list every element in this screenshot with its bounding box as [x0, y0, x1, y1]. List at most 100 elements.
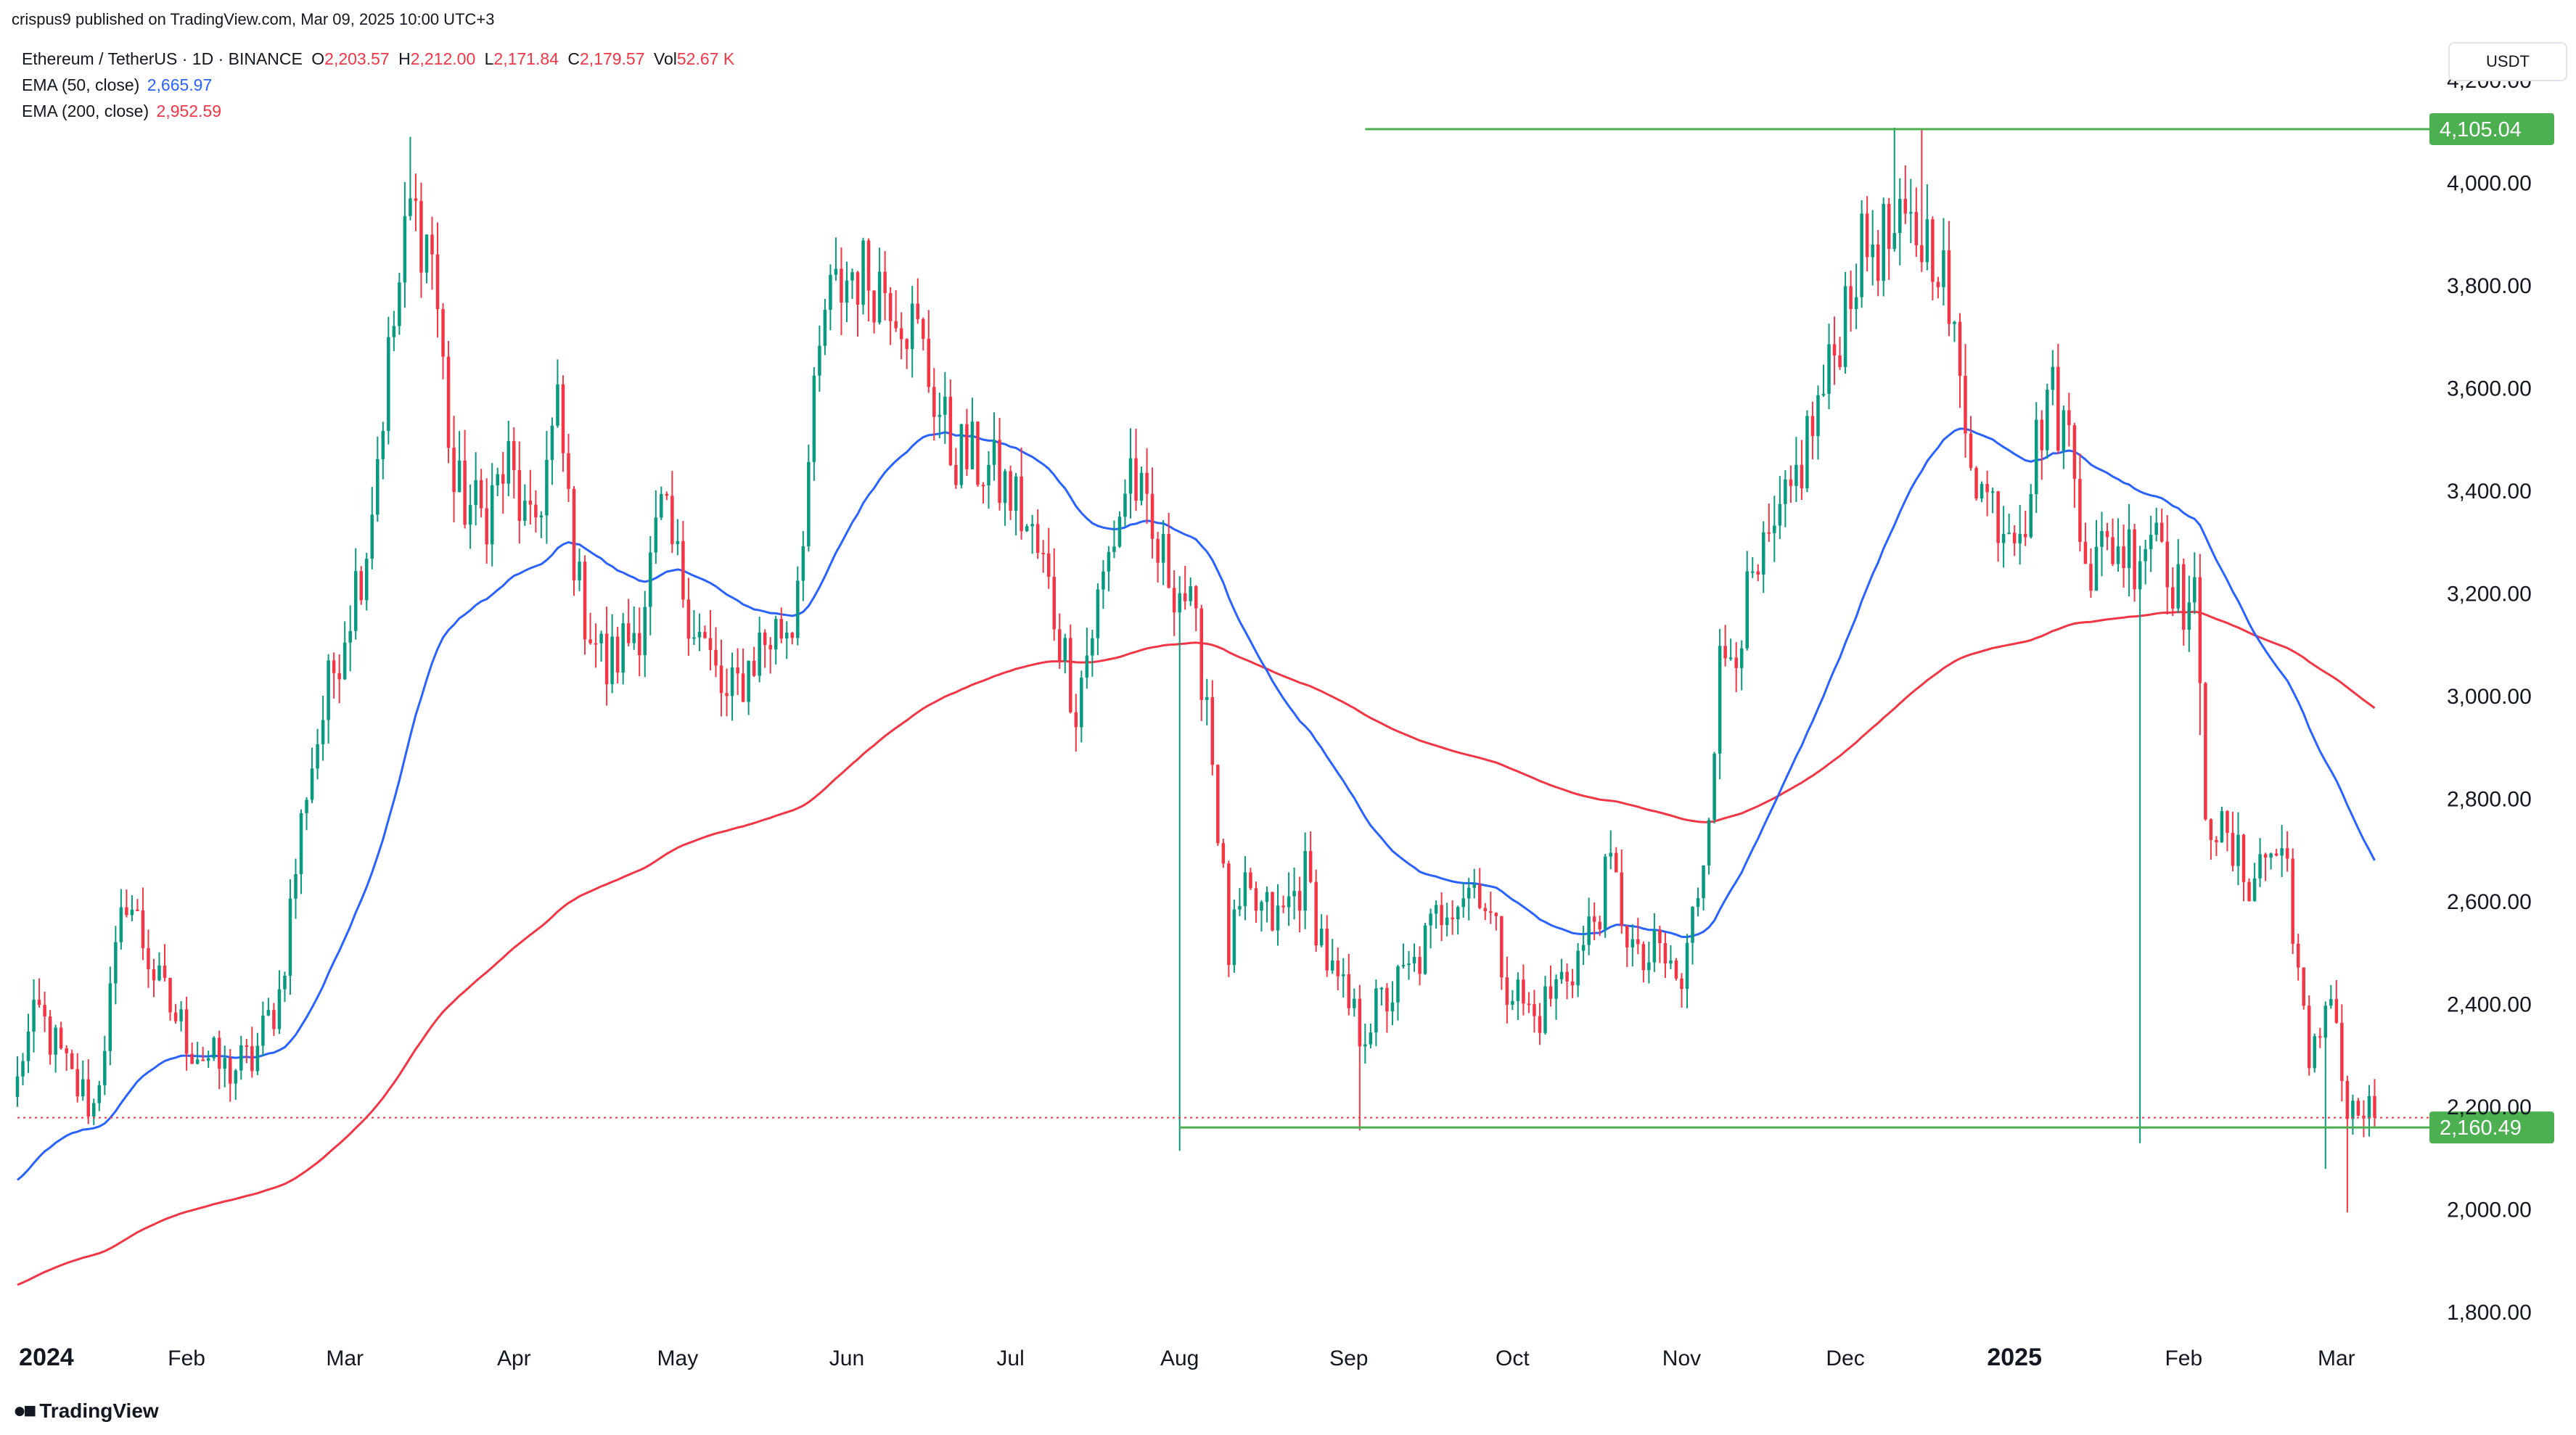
candle: [2356, 1098, 2360, 1117]
candle: [981, 482, 985, 503]
candle-body: [1942, 250, 1945, 287]
candle-body: [1680, 978, 1683, 990]
candle: [2001, 506, 2006, 568]
candle-body: [545, 459, 549, 516]
candle: [779, 607, 784, 644]
candle-body: [1647, 962, 1651, 971]
candle: [1980, 481, 1984, 503]
candle: [114, 926, 118, 1005]
candle-body: [818, 345, 821, 376]
candle-body: [1319, 929, 1324, 946]
symbol-name[interactable]: Ethereum / TetherUS · 1D · BINANCE: [22, 49, 303, 68]
candle: [1762, 521, 1765, 593]
candle: [1849, 271, 1853, 332]
candle: [752, 646, 756, 678]
candle-body: [277, 989, 282, 1029]
candle: [758, 617, 761, 683]
y-tick-label: 2,000.00: [2447, 1198, 2532, 1222]
candle: [1020, 447, 1023, 540]
candle: [234, 1069, 238, 1100]
candle-body: [752, 660, 756, 676]
candle: [1035, 509, 1040, 559]
candle: [359, 566, 363, 605]
candle-body: [342, 642, 347, 680]
candle-body: [599, 633, 603, 644]
candle-body: [435, 254, 440, 310]
candle: [1102, 560, 1105, 609]
candle: [610, 614, 614, 694]
candle: [621, 612, 625, 685]
candle-body: [1516, 979, 1520, 1001]
candle: [1489, 891, 1493, 924]
candle-body: [457, 460, 462, 493]
x-tick-label: Apr: [497, 1346, 531, 1370]
ema200-legend[interactable]: EMA (200, close) 2,952.59: [22, 102, 221, 121]
candle-body: [2111, 537, 2114, 564]
candle-body: [136, 909, 139, 911]
candle: [2133, 524, 2136, 602]
candle-body: [474, 480, 477, 506]
candle: [1145, 448, 1149, 525]
candle-body: [81, 1079, 85, 1097]
candle: [75, 1053, 79, 1103]
candle-body: [1767, 532, 1771, 534]
candle-body: [899, 328, 903, 340]
candle-body: [114, 942, 118, 984]
candle-body: [1882, 204, 1885, 281]
candle-body: [2204, 683, 2207, 820]
candle-body: [2373, 1095, 2376, 1118]
candle-body: [1123, 493, 1127, 517]
candle: [59, 1021, 63, 1050]
candle-body: [1080, 678, 1083, 728]
candle-body: [419, 200, 423, 273]
ema-200-line: [17, 610, 2376, 1286]
candle-body: [1614, 852, 1618, 873]
candle-body: [1390, 1002, 1395, 1012]
candle-body: [463, 460, 467, 525]
candle: [2127, 503, 2131, 597]
candle: [2040, 410, 2044, 480]
candle: [141, 887, 145, 961]
candle-body: [1669, 961, 1673, 964]
candle-body: [255, 1045, 260, 1072]
candle-body: [424, 234, 429, 273]
candle: [916, 278, 919, 324]
support-badge: [2429, 1111, 2554, 1144]
candle-body: [1947, 250, 1951, 324]
candle-body: [1041, 553, 1045, 555]
candle: [1134, 428, 1138, 511]
currency-selector[interactable]: USDT: [2448, 42, 2567, 81]
candle: [1816, 385, 1820, 460]
tradingview-logo[interactable]: ●■ TradingView: [13, 1399, 159, 1423]
candle-body: [430, 234, 434, 255]
candle-body: [916, 303, 919, 319]
candle: [490, 463, 494, 567]
candle-body: [1467, 887, 1471, 899]
close-value: 2,179.57: [579, 49, 645, 68]
ema50-legend[interactable]: EMA (50, close) 2,665.97: [22, 75, 212, 95]
candle: [463, 429, 467, 529]
candle: [1854, 263, 1858, 329]
candle-body: [517, 469, 522, 521]
candle: [1920, 129, 1924, 272]
candle-body: [468, 505, 472, 525]
candle: [288, 879, 292, 995]
candle-body: [2340, 1022, 2344, 1081]
candle-body: [1538, 1016, 1542, 1033]
candle: [954, 448, 958, 489]
candle-body: [206, 1058, 210, 1061]
candle: [1821, 364, 1826, 398]
candle: [1860, 200, 1863, 308]
candle-body: [441, 309, 445, 357]
candle-body: [2067, 410, 2071, 426]
candle-body: [872, 290, 876, 323]
candle-body: [1658, 929, 1662, 943]
candle-body: [1156, 538, 1160, 563]
candle-body: [1603, 856, 1607, 929]
candle: [1581, 926, 1586, 966]
candle: [1069, 624, 1072, 714]
candle-body: [1750, 571, 1755, 573]
candle: [255, 1032, 260, 1075]
candle-body: [157, 965, 161, 981]
